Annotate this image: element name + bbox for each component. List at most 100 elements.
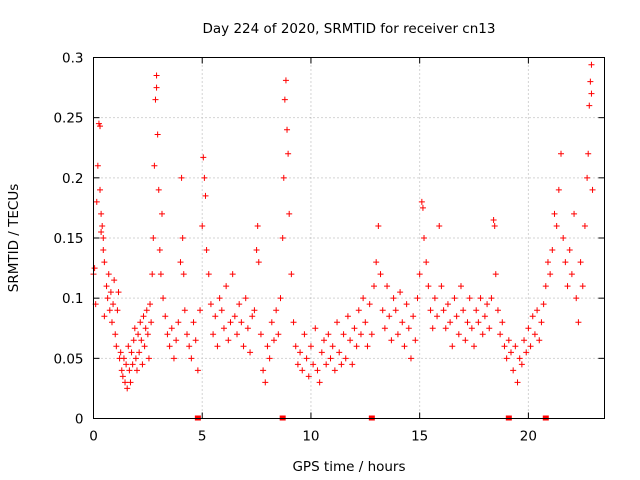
- y-axis-label: SRMTID / TECUs: [6, 184, 22, 292]
- data-point: [127, 379, 134, 386]
- data-point: [407, 355, 414, 362]
- data-point: [342, 355, 349, 362]
- data-point: [566, 247, 573, 254]
- data-point: [210, 331, 217, 338]
- data-point: [282, 77, 289, 84]
- data-point: [251, 307, 258, 314]
- data-point: [292, 343, 299, 350]
- x-tick-label: 15: [411, 429, 428, 445]
- data-point: [457, 283, 464, 290]
- data-point: [479, 331, 486, 338]
- data-point: [410, 313, 417, 320]
- data-point: [455, 331, 462, 338]
- data-point: [123, 361, 130, 368]
- data-point: [460, 307, 467, 314]
- data-point: [286, 210, 293, 217]
- data-point: [490, 216, 497, 223]
- data-point: [212, 313, 219, 320]
- data-point: [158, 210, 165, 217]
- data-point: [99, 222, 106, 229]
- data-point: [488, 295, 495, 302]
- data-point: [462, 337, 469, 344]
- data-point: [492, 271, 499, 278]
- data-point: [227, 319, 234, 326]
- data-point: [558, 150, 565, 157]
- data-point: [505, 337, 512, 344]
- data-point: [579, 283, 586, 290]
- data-point: [153, 84, 160, 91]
- data-point: [118, 367, 125, 374]
- data-point: [449, 343, 456, 350]
- data-point: [587, 78, 594, 85]
- data-point: [320, 337, 327, 344]
- data-point: [166, 343, 173, 350]
- data-point: [139, 361, 146, 368]
- data-point: [148, 319, 155, 326]
- data-point: [164, 331, 171, 338]
- data-point: [154, 131, 161, 138]
- data-point: [589, 186, 596, 193]
- chart-title: Day 224 of 2020, SRMTID for receiver cn1…: [203, 21, 496, 37]
- data-point: [207, 301, 214, 308]
- data-point: [401, 343, 408, 350]
- data-point: [512, 343, 519, 350]
- data-point: [412, 337, 419, 344]
- data-point: [106, 307, 113, 314]
- data-point: [555, 186, 562, 193]
- data-point: [375, 222, 382, 229]
- data-point: [518, 361, 525, 368]
- data-point: [119, 373, 126, 380]
- data-point: [180, 271, 187, 278]
- data-point: [588, 90, 595, 97]
- data-point: [431, 295, 438, 302]
- data-point: [240, 343, 247, 350]
- data-point: [113, 343, 120, 350]
- data-point: [368, 331, 375, 338]
- data-point: [149, 271, 156, 278]
- data-point: [434, 313, 441, 320]
- data-point: [503, 355, 510, 362]
- data-point: [560, 235, 567, 241]
- data-point: [429, 325, 436, 332]
- data-point: [94, 162, 101, 169]
- data-point: [331, 367, 338, 374]
- data-point: [260, 367, 267, 374]
- data-point: [137, 319, 144, 326]
- data-point: [135, 331, 142, 338]
- data-point: [270, 337, 277, 344]
- data-point: [132, 355, 139, 362]
- data-point: [344, 313, 351, 320]
- data-point: [494, 307, 501, 314]
- y-tick-label: 0.3: [62, 51, 83, 67]
- data-point: [516, 355, 523, 362]
- data-point: [151, 162, 158, 169]
- data-point: [586, 102, 593, 109]
- data-point: [355, 307, 362, 314]
- data-point: [234, 331, 241, 338]
- data-point: [484, 301, 491, 308]
- data-point: [553, 222, 560, 229]
- data-point: [421, 235, 428, 241]
- data-point: [93, 198, 100, 205]
- data-point: [542, 283, 549, 290]
- data-point: [178, 174, 185, 181]
- data-point: [481, 313, 488, 320]
- data-point: [534, 307, 541, 314]
- data-point: [98, 228, 105, 235]
- data-point: [138, 337, 145, 344]
- data-point: [144, 331, 151, 338]
- x-tick-label: 20: [520, 429, 537, 445]
- data-point: [312, 325, 319, 332]
- data-point: [117, 349, 124, 356]
- data-point: [347, 337, 354, 344]
- data-point: [585, 150, 592, 157]
- data-point: [397, 289, 404, 296]
- data-point: [205, 271, 212, 278]
- data-point: [162, 313, 169, 320]
- data-point: [329, 343, 336, 350]
- data-point: [133, 367, 140, 374]
- data-point: [285, 150, 292, 157]
- data-point: [277, 295, 284, 302]
- data-point: [384, 283, 391, 290]
- data-point: [279, 235, 286, 241]
